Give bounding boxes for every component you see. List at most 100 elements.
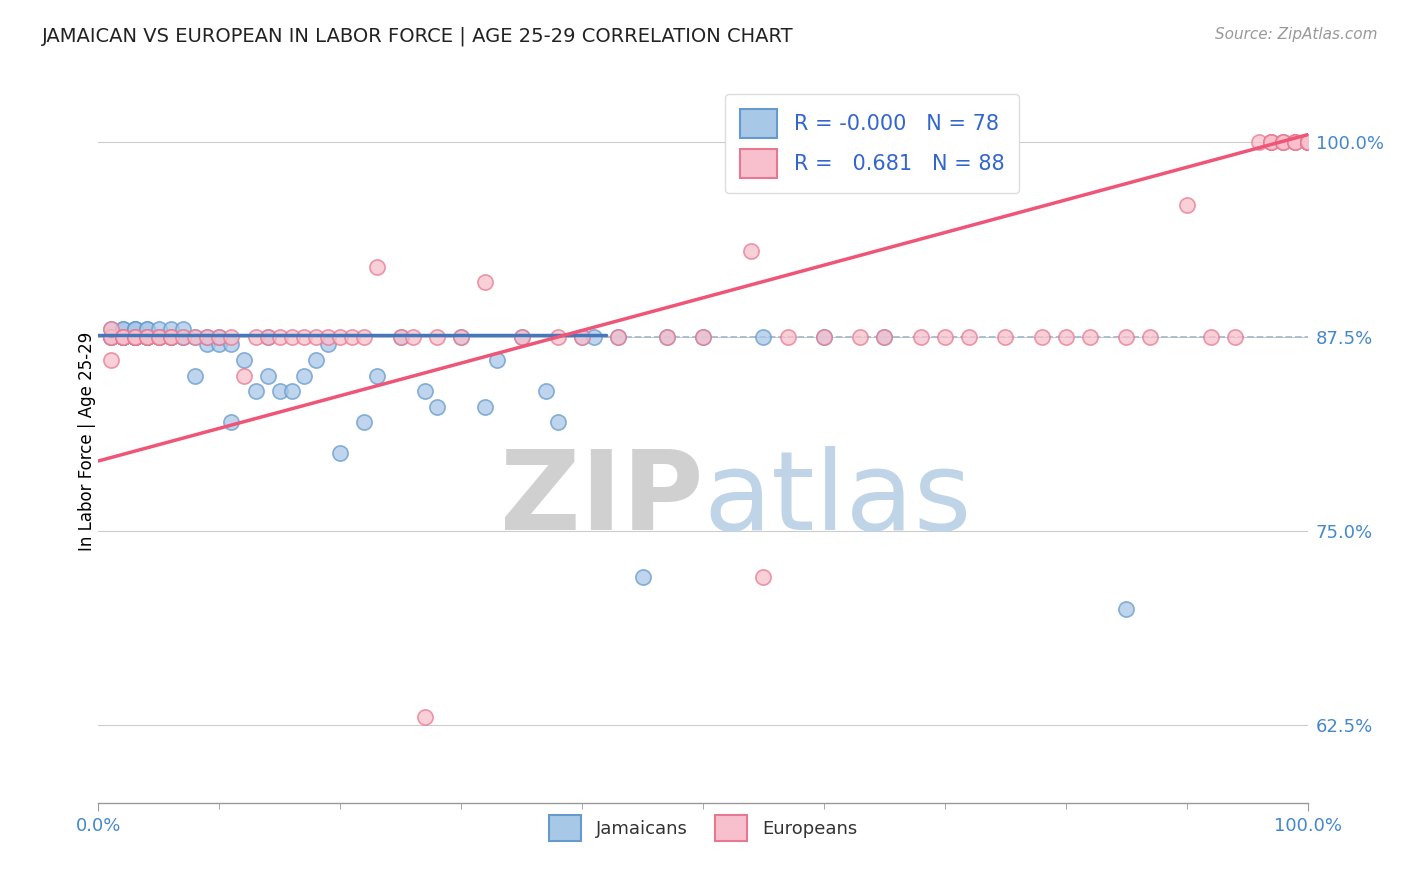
Point — [510, 329, 533, 343]
Point — [135, 322, 157, 336]
Point — [813, 329, 835, 343]
Point — [208, 329, 231, 343]
Point — [426, 400, 449, 414]
Point — [245, 384, 267, 398]
Point — [1223, 329, 1246, 343]
Point — [1272, 136, 1295, 150]
Point — [655, 329, 678, 343]
Point — [256, 329, 278, 343]
Point — [135, 329, 157, 343]
Point — [994, 329, 1017, 343]
Point — [1296, 136, 1319, 150]
Point — [148, 329, 170, 343]
Point — [450, 329, 472, 343]
Point — [1115, 601, 1137, 615]
Point — [1260, 136, 1282, 150]
Point — [148, 322, 170, 336]
Point — [813, 329, 835, 343]
Point — [100, 322, 122, 336]
Point — [124, 329, 146, 343]
Point — [1175, 197, 1198, 211]
Point — [740, 244, 762, 259]
Point — [135, 329, 157, 343]
Point — [111, 329, 134, 343]
Point — [124, 329, 146, 343]
Point — [571, 329, 593, 343]
Point — [1078, 329, 1101, 343]
Point — [124, 322, 146, 336]
Point — [873, 329, 896, 343]
Point — [607, 329, 630, 343]
Text: JAMAICAN VS EUROPEAN IN LABOR FORCE | AGE 25-29 CORRELATION CHART: JAMAICAN VS EUROPEAN IN LABOR FORCE | AG… — [42, 27, 794, 46]
Point — [100, 353, 122, 368]
Point — [450, 329, 472, 343]
Point — [160, 322, 183, 336]
Point — [849, 329, 872, 343]
Point — [1260, 136, 1282, 150]
Point — [111, 329, 134, 343]
Point — [160, 329, 183, 343]
Point — [135, 329, 157, 343]
Point — [100, 329, 122, 343]
Point — [100, 322, 122, 336]
Point — [292, 368, 315, 383]
Point — [1284, 136, 1306, 150]
Point — [111, 329, 134, 343]
Point — [1296, 136, 1319, 150]
Point — [148, 329, 170, 343]
Point — [486, 353, 509, 368]
Point — [631, 570, 654, 584]
Point — [100, 329, 122, 343]
Point — [1296, 136, 1319, 150]
Point — [1031, 329, 1053, 343]
Point — [111, 329, 134, 343]
Point — [124, 329, 146, 343]
Point — [389, 329, 412, 343]
Point — [184, 329, 207, 343]
Point — [148, 329, 170, 343]
Point — [148, 329, 170, 343]
Point — [910, 329, 932, 343]
Point — [135, 329, 157, 343]
Point — [135, 329, 157, 343]
Point — [100, 329, 122, 343]
Point — [232, 353, 254, 368]
Point — [1296, 136, 1319, 150]
Point — [316, 329, 339, 343]
Point — [1296, 136, 1319, 150]
Point — [281, 329, 304, 343]
Point — [1115, 329, 1137, 343]
Point — [124, 329, 146, 343]
Point — [195, 329, 218, 343]
Point — [426, 329, 449, 343]
Point — [111, 329, 134, 343]
Point — [111, 329, 134, 343]
Point — [256, 329, 278, 343]
Point — [1260, 136, 1282, 150]
Point — [305, 329, 328, 343]
Point — [172, 329, 194, 343]
Point — [366, 260, 388, 274]
Point — [124, 322, 146, 336]
Point — [100, 329, 122, 343]
Point — [195, 337, 218, 351]
Point — [1272, 136, 1295, 150]
Point — [547, 329, 569, 343]
Point — [221, 337, 243, 351]
Point — [1284, 136, 1306, 150]
Point — [124, 329, 146, 343]
Point — [124, 329, 146, 343]
Point — [256, 368, 278, 383]
Point — [1272, 136, 1295, 150]
Point — [135, 329, 157, 343]
Point — [245, 329, 267, 343]
Point — [957, 329, 980, 343]
Y-axis label: In Labor Force | Age 25-29: In Labor Force | Age 25-29 — [79, 332, 96, 551]
Point — [269, 329, 291, 343]
Text: atlas: atlas — [703, 446, 972, 553]
Text: ZIP: ZIP — [499, 446, 703, 553]
Point — [389, 329, 412, 343]
Point — [172, 329, 194, 343]
Point — [873, 329, 896, 343]
Point — [111, 329, 134, 343]
